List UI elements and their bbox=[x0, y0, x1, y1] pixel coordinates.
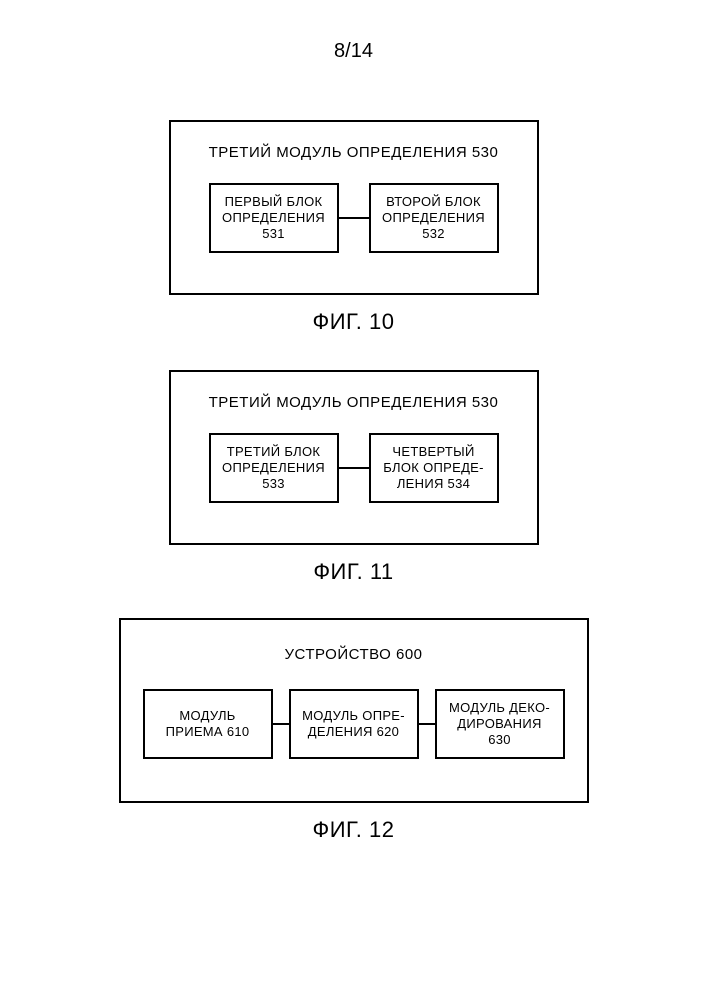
fig12-box2-line1: МОДУЛЬ ОПРЕ- bbox=[302, 708, 405, 724]
fig10-right-line3: 532 bbox=[422, 226, 445, 242]
fig11-outer-box: ТРЕТИЙ МОДУЛЬ ОПРЕДЕЛЕНИЯ 530 ТРЕТИЙ БЛО… bbox=[169, 370, 539, 545]
fig12-box3-line3: 630 bbox=[488, 732, 511, 748]
fig12-box3-line1: МОДУЛЬ ДЕКО- bbox=[449, 700, 550, 716]
fig10-left-line2: ОПРЕДЕЛЕНИЯ bbox=[222, 210, 325, 226]
figure-12: УСТРОЙСТВО 600 МОДУЛЬ ПРИЕМА 610 МОДУЛЬ … bbox=[0, 618, 707, 843]
fig12-connector2 bbox=[419, 723, 435, 725]
fig10-inner-row: ПЕРВЫЙ БЛОК ОПРЕДЕЛЕНИЯ 531 ВТОРОЙ БЛОК … bbox=[209, 183, 499, 253]
fig12-box1-line1: МОДУЛЬ bbox=[179, 708, 235, 724]
fig10-left-line1: ПЕРВЫЙ БЛОК bbox=[225, 194, 323, 210]
fig11-left-line2: ОПРЕДЕЛЕНИЯ bbox=[222, 460, 325, 476]
fig12-connector1 bbox=[273, 723, 289, 725]
fig12-inner-row: МОДУЛЬ ПРИЕМА 610 МОДУЛЬ ОПРЕ- ДЕЛЕНИЯ 6… bbox=[143, 689, 565, 759]
fig12-box2: МОДУЛЬ ОПРЕ- ДЕЛЕНИЯ 620 bbox=[289, 689, 419, 759]
fig12-box3-line2: ДИРОВАНИЯ bbox=[457, 716, 541, 732]
fig12-box1: МОДУЛЬ ПРИЕМА 610 bbox=[143, 689, 273, 759]
fig11-right-line2: БЛОК ОПРЕДЕ- bbox=[383, 460, 484, 476]
page: 8/14 ТРЕТИЙ МОДУЛЬ ОПРЕДЕЛЕНИЯ 530 ПЕРВЫ… bbox=[0, 0, 707, 1000]
fig12-box2-line2: ДЕЛЕНИЯ 620 bbox=[308, 724, 399, 740]
fig10-left-box: ПЕРВЫЙ БЛОК ОПРЕДЕЛЕНИЯ 531 bbox=[209, 183, 339, 253]
fig10-right-line1: ВТОРОЙ БЛОК bbox=[386, 194, 481, 210]
fig10-left-line3: 531 bbox=[262, 226, 285, 242]
page-number: 8/14 bbox=[0, 40, 707, 63]
fig10-outer-title: ТРЕТИЙ МОДУЛЬ ОПРЕДЕЛЕНИЯ 530 bbox=[209, 144, 499, 161]
fig11-caption: ФИГ. 11 bbox=[313, 559, 393, 585]
figure-11: ТРЕТИЙ МОДУЛЬ ОПРЕДЕЛЕНИЯ 530 ТРЕТИЙ БЛО… bbox=[0, 370, 707, 585]
fig11-outer-title: ТРЕТИЙ МОДУЛЬ ОПРЕДЕЛЕНИЯ 530 bbox=[209, 394, 499, 411]
fig12-box1-line2: ПРИЕМА 610 bbox=[166, 724, 250, 740]
fig10-right-line2: ОПРЕДЕЛЕНИЯ bbox=[382, 210, 485, 226]
fig11-connector bbox=[339, 467, 369, 469]
fig11-right-line3: ЛЕНИЯ 534 bbox=[397, 476, 470, 492]
figure-10: ТРЕТИЙ МОДУЛЬ ОПРЕДЕЛЕНИЯ 530 ПЕРВЫЙ БЛО… bbox=[0, 120, 707, 335]
fig12-box3: МОДУЛЬ ДЕКО- ДИРОВАНИЯ 630 bbox=[435, 689, 565, 759]
fig11-right-box: ЧЕТВЕРТЫЙ БЛОК ОПРЕДЕ- ЛЕНИЯ 534 bbox=[369, 433, 499, 503]
fig12-caption: ФИГ. 12 bbox=[313, 817, 395, 843]
fig10-outer-box: ТРЕТИЙ МОДУЛЬ ОПРЕДЕЛЕНИЯ 530 ПЕРВЫЙ БЛО… bbox=[169, 120, 539, 295]
fig10-right-box: ВТОРОЙ БЛОК ОПРЕДЕЛЕНИЯ 532 bbox=[369, 183, 499, 253]
fig12-outer-title: УСТРОЙСТВО 600 bbox=[284, 646, 422, 663]
fig11-left-line3: 533 bbox=[262, 476, 285, 492]
fig11-right-line1: ЧЕТВЕРТЫЙ bbox=[392, 444, 474, 460]
fig10-connector bbox=[339, 217, 369, 219]
fig11-inner-row: ТРЕТИЙ БЛОК ОПРЕДЕЛЕНИЯ 533 ЧЕТВЕРТЫЙ БЛ… bbox=[209, 433, 499, 503]
fig11-left-line1: ТРЕТИЙ БЛОК bbox=[227, 444, 321, 460]
fig12-outer-box: УСТРОЙСТВО 600 МОДУЛЬ ПРИЕМА 610 МОДУЛЬ … bbox=[119, 618, 589, 803]
fig10-caption: ФИГ. 10 bbox=[313, 309, 395, 335]
fig11-left-box: ТРЕТИЙ БЛОК ОПРЕДЕЛЕНИЯ 533 bbox=[209, 433, 339, 503]
